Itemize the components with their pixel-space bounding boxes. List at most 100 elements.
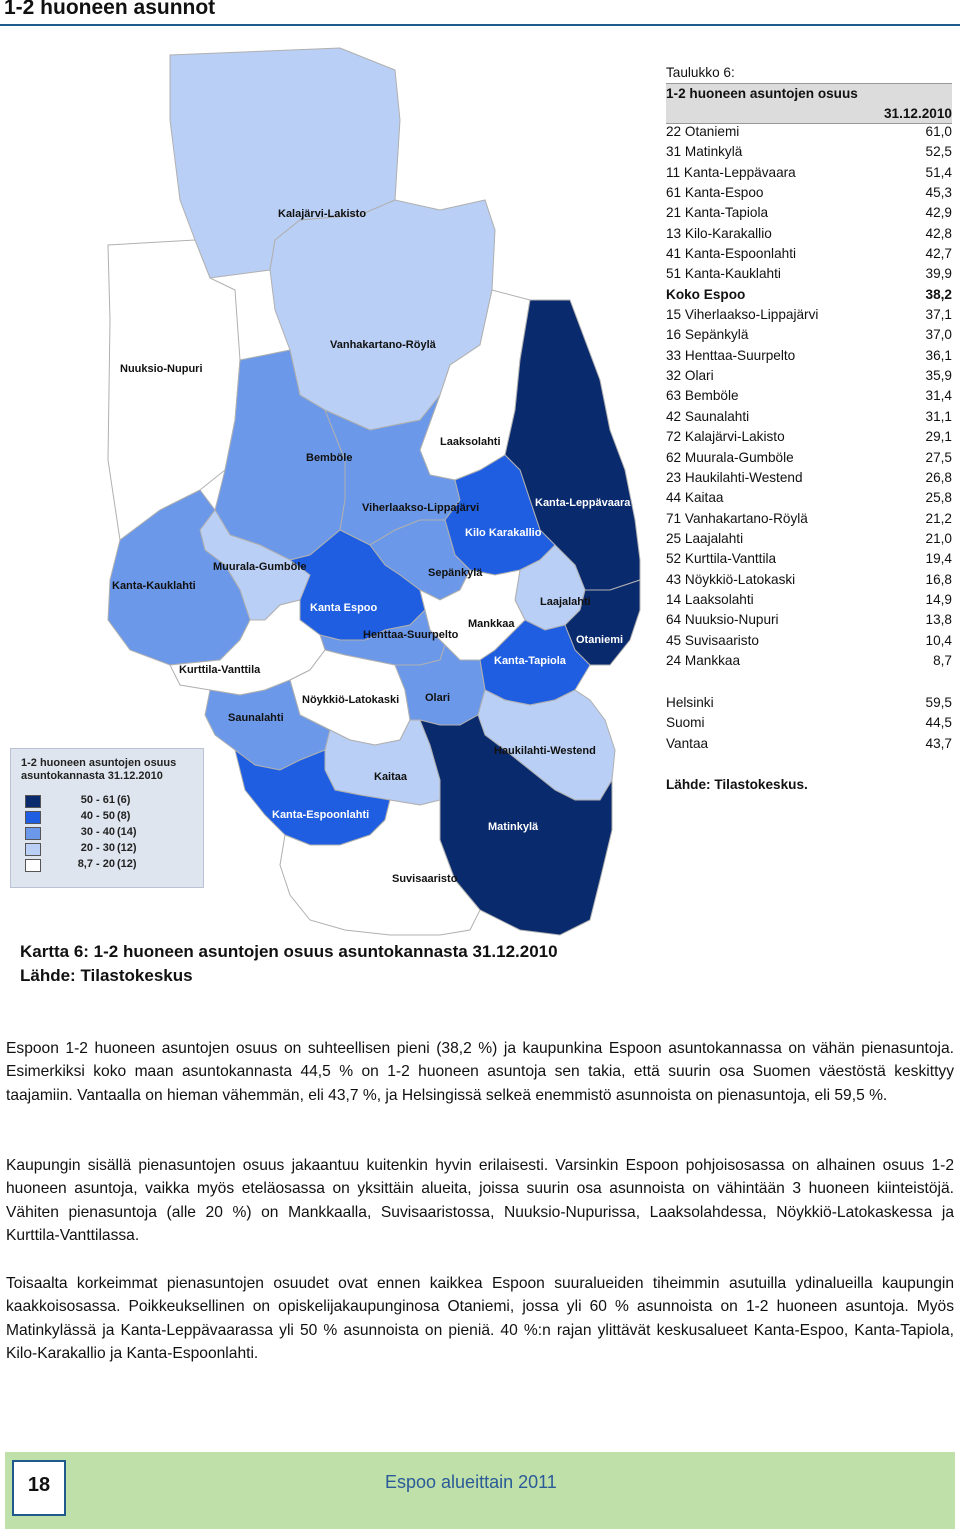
row-name: 23 Haukilahti-Westend — [666, 469, 803, 485]
table-row: 14 Laaksolahti 14,9 — [666, 590, 952, 610]
legend-swatch — [25, 843, 41, 856]
row-name: 11 Kanta-Leppävaara — [666, 164, 796, 180]
legend-swatch — [25, 795, 41, 808]
paragraph: Kaupungin sisällä pienasuntojen osuus ja… — [6, 1157, 954, 1245]
row-value: 61,0 — [925, 124, 952, 139]
row-value: 14,9 — [925, 591, 952, 607]
table-caption-date: 31.12.2010 — [883, 106, 952, 121]
espoo-map: Kalajärvi-Lakisto Nuuksio-Nupuri Vanhaka… — [107, 47, 641, 936]
legend-range: 30 - 40 — [80, 826, 115, 838]
table-row: 16 Sepänkylä 37,0 — [666, 325, 952, 345]
row-value: 27,5 — [925, 449, 952, 465]
paragraph: Toisaalta korkeimmat pienasuntojen osuud… — [6, 1275, 954, 1363]
label-kanta-leppavaara: Kanta-Leppävaara — [535, 497, 631, 509]
paragraph: Espoon 1-2 huoneen asuntojen osuus on su… — [6, 1040, 954, 1104]
row-value: 10,4 — [925, 632, 952, 648]
table-row: 42 Saunalahti 31,1 — [666, 407, 952, 427]
row-name: 41 Kanta-Espoonlahti — [666, 246, 796, 262]
label-laajalahti: Laajalahti — [540, 596, 591, 608]
row-name: 25 Laajalahti — [666, 530, 744, 546]
row-value: 21,0 — [925, 530, 952, 546]
table-caption-box: 1-2 huoneen asuntojen osuus 31.12.2010 — [666, 83, 952, 124]
label-mankkaa: Mankkaa — [468, 618, 515, 630]
row-name: 72 Kalajärvi-Lakisto — [666, 429, 785, 445]
table-row: 45 Suvisaaristo 10,4 — [666, 631, 952, 651]
table-row: Vantaa 43,7 — [666, 734, 952, 754]
footer-publication-title: Espoo alueittain 2011 — [385, 1472, 557, 1492]
label-suvisaaristo: Suvisaaristo — [392, 873, 458, 885]
row-value: 44,5 — [925, 715, 952, 731]
legend-item: 8,7 - 20 (12) — [21, 857, 201, 873]
row-value: 52,5 — [925, 144, 952, 160]
label-kanta-tapiola: Kanta-Tapiola — [494, 655, 567, 667]
legend-title-line1: 1-2 huoneen asuntojen osuus — [21, 757, 177, 769]
label-muurala: Muurala-Gumböle — [213, 561, 307, 573]
label-kanta-kauklahti: Kanta-Kauklahti — [112, 580, 196, 592]
row-value: 31,1 — [925, 408, 952, 424]
table-row: 72 Kalajärvi-Lakisto 29,1 — [666, 427, 952, 447]
table-row: Koko Espoo 38,2 — [666, 285, 952, 305]
row-value: 45,3 — [925, 185, 952, 201]
row-value: 38,2 — [925, 286, 952, 302]
row-value: 25,8 — [925, 490, 952, 506]
row-value: 19,4 — [925, 551, 952, 567]
page-number: 18 — [27, 1474, 51, 1496]
row-value: 13,8 — [925, 612, 952, 628]
legend-range: 20 - 30 — [80, 842, 115, 854]
row-name: Helsinki — [666, 695, 714, 710]
map-legend: 1-2 huoneen asuntojen osuus asuntokannas… — [10, 748, 204, 888]
row-value: 39,9 — [925, 266, 952, 282]
row-value: 26,8 — [925, 469, 952, 485]
row-name: 52 Kurttila-Vanttila — [666, 551, 777, 567]
row-value: 16,8 — [925, 571, 952, 587]
comparison-table: Helsinki 59,5 Suomi 44,5 Vantaa 43,7 — [666, 693, 952, 754]
map-caption: Kartta 6: 1-2 huoneen asuntojen osuus as… — [20, 940, 558, 988]
table-row: 25 Laajalahti 21,0 — [666, 529, 952, 549]
label-bemboele: Bemböle — [306, 452, 352, 464]
title-rule — [0, 24, 960, 26]
row-name: 62 Muurala-Gumböle — [666, 449, 794, 465]
row-name: 43 Nöykkiö-Latokaski — [666, 571, 796, 587]
label-kanta-espoonlahti: Kanta-Espoonlahti — [272, 809, 369, 821]
row-name: 61 Kanta-Espoo — [666, 185, 764, 201]
table-row: 52 Kurttila-Vanttila 19,4 — [666, 549, 952, 569]
page-number-box: 18 — [12, 1460, 66, 1516]
table-row: 11 Kanta-Leppävaara 51,4 — [666, 163, 952, 183]
legend-count: (14) — [117, 826, 137, 838]
region-suvisaaristo[interactable] — [279, 799, 481, 936]
table-row: 44 Kaitaa 25,8 — [666, 488, 952, 508]
legend-item: 50 - 61 (6) — [21, 793, 201, 809]
legend-count: (6) — [117, 794, 131, 806]
row-name: 71 Vanhakartano-Röylä — [666, 510, 808, 526]
label-haukilahti: Haukilahti-Westend — [494, 745, 596, 757]
label-viherlaakso: Viherlaakso-Lippajärvi — [362, 502, 479, 514]
table-row: 62 Muurala-Gumböle 27,5 — [666, 448, 952, 468]
table-row: 22 Otaniemi 61,0 — [666, 122, 952, 142]
table-row: 61 Kanta-Espoo 45,3 — [666, 183, 952, 203]
region-kanta-kauklahti[interactable] — [107, 489, 251, 666]
legend-item: 30 - 40 (14) — [21, 825, 201, 841]
row-name: 44 Kaitaa — [666, 490, 724, 506]
row-name: 21 Kanta-Tapiola — [666, 205, 769, 221]
table-row: 24 Mankkaa 8,7 — [666, 651, 952, 671]
legend-swatch — [25, 811, 41, 824]
row-name: 64 Nuuksio-Nupuri — [666, 612, 779, 628]
legend-range: 50 - 61 — [80, 794, 115, 806]
table-caption-label: Taulukko 6: — [666, 65, 735, 80]
table-row: 71 Vanhakartano-Röylä 21,2 — [666, 509, 952, 529]
table-row: Suomi 44,5 — [666, 713, 952, 733]
table-row: 31 Matinkylä 52,5 — [666, 142, 952, 162]
table-row: 63 Bemböle 31,4 — [666, 386, 952, 406]
label-kaitaa: Kaitaa — [374, 771, 408, 783]
row-name: 22 Otaniemi — [666, 124, 740, 139]
row-value: 31,4 — [925, 388, 952, 404]
row-name: 15 Viherlaakso-Lippajärvi — [666, 307, 819, 323]
table-caption-title: 1-2 huoneen asuntojen osuus — [666, 86, 858, 101]
table-caption: Taulukko 6: 1-2 huoneen asuntojen osuus … — [666, 63, 952, 124]
table-row: Helsinki 59,5 — [666, 693, 952, 713]
row-value: 43,7 — [925, 735, 952, 751]
label-kilo: Kilo Karakallio — [465, 527, 542, 539]
row-name: 45 Suvisaaristo — [666, 632, 759, 648]
row-value: 8,7 — [933, 652, 952, 668]
row-value: 36,1 — [925, 347, 952, 363]
